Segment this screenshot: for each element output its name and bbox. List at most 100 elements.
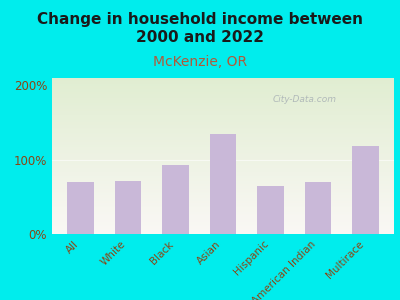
- Bar: [52, 181, 394, 182]
- Bar: [52, 103, 394, 104]
- Bar: [52, 208, 394, 209]
- Text: Change in household income between
2000 and 2022: Change in household income between 2000 …: [37, 12, 363, 45]
- Bar: [52, 226, 394, 228]
- Bar: [52, 165, 394, 167]
- Bar: [52, 106, 394, 108]
- Bar: [52, 218, 394, 220]
- Bar: [52, 84, 394, 86]
- Bar: [52, 172, 394, 173]
- Bar: [52, 151, 394, 153]
- Bar: [52, 220, 394, 221]
- Bar: [52, 190, 394, 192]
- Bar: [52, 94, 394, 95]
- Bar: [52, 225, 394, 226]
- Bar: [52, 228, 394, 229]
- Bar: [52, 158, 394, 159]
- Bar: [52, 143, 394, 145]
- Bar: [52, 112, 394, 114]
- Bar: [52, 83, 394, 84]
- Bar: [305, 182, 331, 234]
- Bar: [52, 201, 394, 203]
- Text: McKenzie, OR: McKenzie, OR: [153, 55, 247, 68]
- Bar: [52, 179, 394, 181]
- Bar: [52, 130, 394, 131]
- Bar: [52, 206, 394, 208]
- Bar: [52, 196, 394, 198]
- Bar: [52, 194, 394, 195]
- Bar: [52, 203, 394, 204]
- Bar: [52, 148, 394, 150]
- Bar: [52, 229, 394, 231]
- Bar: [52, 108, 394, 109]
- Bar: [258, 186, 284, 234]
- Bar: [52, 211, 394, 212]
- Bar: [52, 120, 394, 122]
- Bar: [52, 111, 394, 112]
- Bar: [52, 91, 394, 92]
- Bar: [52, 212, 394, 214]
- Bar: [52, 195, 394, 196]
- Bar: [52, 150, 394, 151]
- Bar: [352, 146, 378, 234]
- Bar: [52, 176, 394, 178]
- Bar: [52, 214, 394, 215]
- Bar: [52, 101, 394, 103]
- Bar: [52, 97, 394, 98]
- Bar: [52, 80, 394, 81]
- Bar: [52, 114, 394, 116]
- Bar: [52, 189, 394, 190]
- Bar: [52, 126, 394, 128]
- Bar: [52, 184, 394, 186]
- Bar: [52, 104, 394, 106]
- Bar: [52, 164, 394, 165]
- Bar: [52, 159, 394, 161]
- Bar: [52, 140, 394, 142]
- Bar: [52, 87, 394, 89]
- Bar: [52, 223, 394, 225]
- Bar: [52, 204, 394, 206]
- Bar: [52, 198, 394, 200]
- Bar: [52, 145, 394, 147]
- Bar: [52, 81, 394, 83]
- Bar: [162, 165, 188, 234]
- Bar: [52, 161, 394, 162]
- Bar: [52, 117, 394, 118]
- Bar: [52, 92, 394, 94]
- Bar: [52, 232, 394, 234]
- Bar: [52, 133, 394, 134]
- Bar: [52, 215, 394, 217]
- Bar: [52, 86, 394, 87]
- Bar: [52, 137, 394, 139]
- Bar: [52, 109, 394, 111]
- Bar: [52, 231, 394, 232]
- Bar: [52, 125, 394, 126]
- Bar: [52, 154, 394, 156]
- Bar: [52, 178, 394, 179]
- Bar: [52, 142, 394, 143]
- Bar: [52, 123, 394, 125]
- Bar: [52, 100, 394, 101]
- Bar: [52, 95, 394, 97]
- Bar: [52, 116, 394, 117]
- Bar: [52, 153, 394, 154]
- Bar: [52, 217, 394, 218]
- Bar: [52, 128, 394, 130]
- Bar: [52, 89, 394, 91]
- Bar: [52, 134, 394, 136]
- Bar: [52, 156, 394, 158]
- Bar: [52, 169, 394, 170]
- Bar: [52, 139, 394, 140]
- Bar: [68, 182, 94, 234]
- Bar: [52, 78, 394, 80]
- Bar: [52, 147, 394, 148]
- Bar: [52, 98, 394, 100]
- Bar: [52, 118, 394, 120]
- Bar: [52, 192, 394, 194]
- Bar: [52, 200, 394, 201]
- Bar: [52, 175, 394, 176]
- Bar: [115, 181, 141, 234]
- Bar: [52, 221, 394, 223]
- Bar: [52, 131, 394, 133]
- Bar: [52, 170, 394, 172]
- Bar: [52, 182, 394, 184]
